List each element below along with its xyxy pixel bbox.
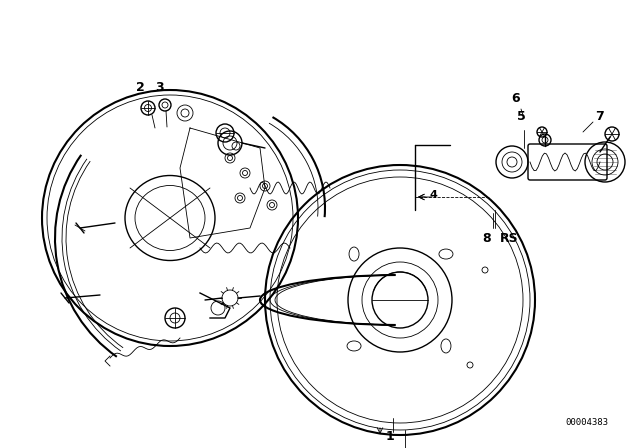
Text: 1: 1 <box>386 430 394 443</box>
Text: 8: 8 <box>483 232 492 245</box>
Text: 4: 4 <box>430 190 438 200</box>
Text: 5: 5 <box>516 110 525 123</box>
Text: 3: 3 <box>156 81 164 94</box>
Text: RS: RS <box>500 232 518 245</box>
Text: 6: 6 <box>512 92 520 105</box>
Text: 7: 7 <box>596 110 604 123</box>
Text: 00004383: 00004383 <box>565 418 608 427</box>
Text: 2: 2 <box>136 81 145 94</box>
